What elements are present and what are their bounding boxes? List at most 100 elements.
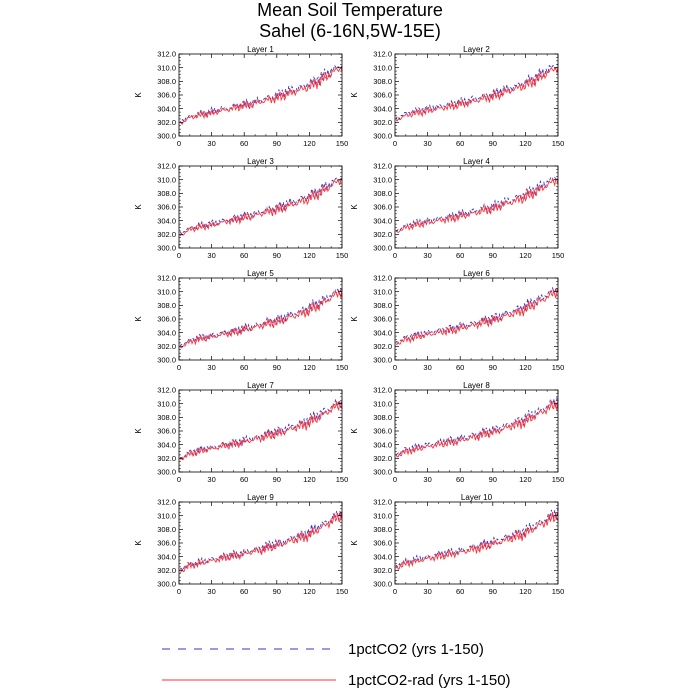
x-tick-label: 120 [519,475,532,484]
y-axis-label-layer-10: K [350,540,359,546]
y-tick-label: 310.0 [157,175,176,184]
x-tick-label: 150 [336,363,349,372]
plot-frame-layer-6 [394,277,559,361]
y-axis-label-layer-6: K [350,316,359,322]
y-tick-label: 310.0 [157,287,176,296]
x-tick-label: 90 [273,475,281,484]
figure-title-line2: Sahel (6-16N,5W-15E) [259,21,441,41]
y-tick-label: 310.0 [373,175,392,184]
y-tick-label: 310.0 [373,287,392,296]
x-tick-label: 60 [456,363,464,372]
y-tick-label: 300.0 [157,468,176,477]
y-tick-label: 308.0 [373,413,392,422]
y-tick-label: 312.0 [157,274,176,283]
x-tick-label: 150 [552,139,565,148]
y-tick-label: 308.0 [373,301,392,310]
y-tick-label: 300.0 [373,132,392,141]
x-tick-label: 120 [519,363,532,372]
y-tick-label: 300.0 [157,132,176,141]
plot-frame-layer-3 [178,165,343,249]
y-tick-label: 304.0 [157,104,176,113]
series-line-1pctco2-rad-layer-9 [179,511,343,573]
y-tick-label: 300.0 [373,580,392,589]
y-tick-label: 302.0 [373,566,392,575]
series-line-1pctco2-layer-10 [395,507,559,568]
x-tick-label: 60 [240,139,248,148]
series-line-1pctco2-rad-layer-2 [395,66,559,122]
y-tick-label: 304.0 [373,552,392,561]
panel-layer-1: 300.0 302.0 304.0 306.0 308.0 310.0 312.0 0 30 60… [134,45,348,148]
y-tick-label: 300.0 [157,580,176,589]
y-tick-label: 306.0 [157,91,176,100]
y-tick-label: 312.0 [157,386,176,395]
y-axis-label-layer-5: K [134,316,143,322]
x-tick-label: 30 [207,139,215,148]
x-tick-label: 150 [552,363,565,372]
y-tick-label: 300.0 [157,244,176,253]
series-line-1pctco2-rad-layer-7 [179,401,343,461]
y-tick-label: 304.0 [373,104,392,113]
x-tick-label: 120 [303,251,316,260]
x-tick-label: 120 [303,363,316,372]
y-tick-label: 302.0 [157,230,176,239]
panel-grid: 300.0 302.0 304.0 306.0 308.0 310.0 312.0 0 30 60… [134,45,564,596]
x-tick-label: 90 [489,587,497,596]
series-line-1pctco2-rad-layer-10 [395,512,559,571]
x-tick-label: 30 [207,475,215,484]
x-tick-label: 30 [423,363,431,372]
x-tick-label: 90 [489,251,497,260]
x-tick-label: 60 [240,475,248,484]
y-tick-label: 306.0 [373,91,392,100]
plot-frame-layer-4 [394,165,559,249]
x-tick-label: 90 [489,475,497,484]
x-tick-label: 30 [423,139,431,148]
y-tick-label: 312.0 [373,162,392,171]
plot-frame-layer-9 [178,501,343,585]
panel-title-layer-6: Layer 6 [463,269,490,278]
series-line-1pctco2-layer-6 [395,286,559,343]
y-tick-label: 310.0 [157,63,176,72]
panel-title-layer-4: Layer 4 [463,157,490,166]
y-tick-label: 306.0 [373,203,392,212]
series-line-1pctco2-rad-layer-6 [395,287,559,346]
legend-label-1pctco2: 1pctCO2 (yrs 1-150) [348,641,484,658]
series-line-1pctco2-rad-layer-8 [395,398,559,458]
x-tick-label: 0 [177,587,181,596]
plot-frame-layer-1 [178,53,343,137]
x-tick-label: 30 [207,587,215,596]
x-tick-label: 0 [393,139,397,148]
series-line-1pctco2-rad-layer-4 [395,177,559,233]
panel-title-layer-10: Layer 10 [461,493,493,502]
panel-title-layer-5: Layer 5 [247,269,274,278]
y-tick-label: 304.0 [373,216,392,225]
y-tick-label: 308.0 [373,189,392,198]
x-tick-label: 30 [423,251,431,260]
series-line-1pctco2-layer-4 [395,175,559,232]
plot-frame-layer-8 [394,389,559,473]
x-tick-label: 90 [273,587,281,596]
x-tick-label: 30 [207,251,215,260]
y-tick-label: 308.0 [157,77,176,86]
x-tick-label: 30 [423,475,431,484]
x-tick-label: 60 [456,475,464,484]
panel-layer-4: 300.0 302.0 304.0 306.0 308.0 310.0 312.0 0 30 60… [350,157,564,260]
panel-title-layer-9: Layer 9 [247,493,274,502]
y-tick-label: 300.0 [373,356,392,365]
y-tick-label: 306.0 [157,427,176,436]
x-tick-label: 150 [336,475,349,484]
panel-title-layer-7: Layer 7 [247,381,274,390]
x-tick-label: 0 [393,587,397,596]
panel-title-layer-3: Layer 3 [247,157,274,166]
y-tick-label: 300.0 [157,356,176,365]
x-tick-label: 60 [240,587,248,596]
y-tick-label: 306.0 [373,539,392,548]
x-tick-label: 60 [240,251,248,260]
x-tick-label: 120 [519,587,532,596]
x-tick-label: 150 [552,251,565,260]
x-tick-label: 150 [552,587,565,596]
y-tick-label: 308.0 [157,189,176,198]
y-tick-label: 312.0 [157,50,176,59]
y-tick-label: 312.0 [373,50,392,59]
x-tick-label: 60 [456,251,464,260]
y-tick-label: 308.0 [157,413,176,422]
